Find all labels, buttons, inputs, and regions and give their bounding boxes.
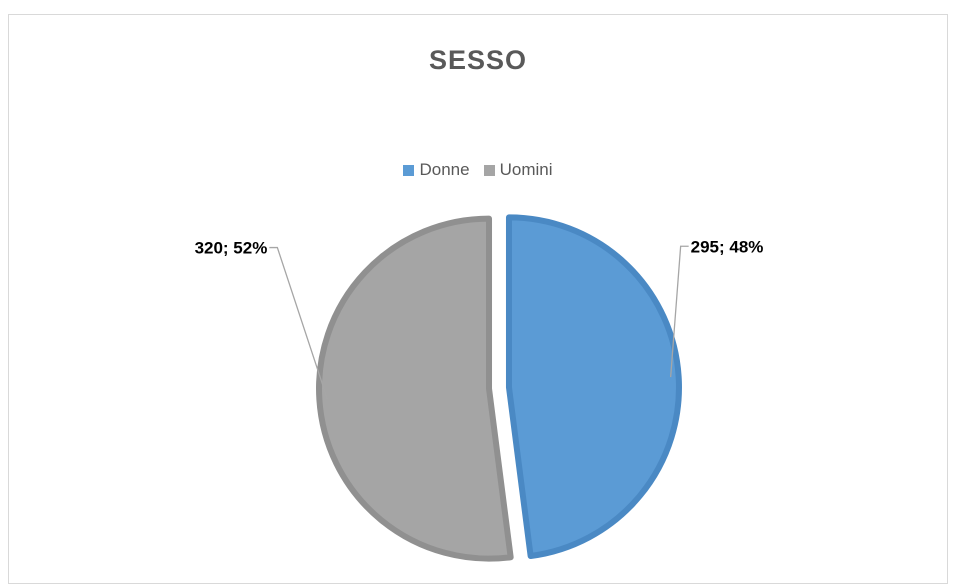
legend-item-uomini: Uomini xyxy=(483,160,553,180)
legend-label-donne: Donne xyxy=(419,160,470,179)
legend: Donne Uomini xyxy=(9,160,947,180)
pie-slice-uomini xyxy=(316,215,514,562)
data-label-donne: 295; 48% xyxy=(691,237,764,256)
data-label-uomini: 320; 52% xyxy=(195,239,268,258)
legend-swatch-donne xyxy=(403,164,415,176)
pie-slice-donne xyxy=(505,214,682,559)
leader-line-uomini xyxy=(269,246,328,400)
legend-swatch-uomini xyxy=(483,164,495,176)
legend-item-donne: Donne xyxy=(403,160,470,180)
leader-line-donne xyxy=(670,245,689,378)
legend-label-uomini: Uomini xyxy=(499,160,553,179)
chart-title: SESSO xyxy=(428,45,528,75)
